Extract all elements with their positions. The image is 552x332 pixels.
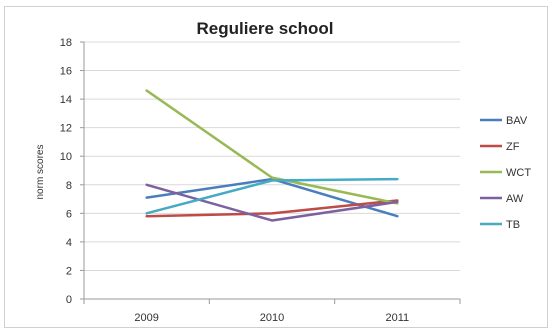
series-line-zf bbox=[145, 199, 399, 218]
legend-label-wct: WCT bbox=[506, 167, 531, 179]
legend-label-tb: TB bbox=[506, 219, 520, 231]
series-line-wct bbox=[145, 89, 399, 205]
series-line-tb bbox=[145, 177, 399, 215]
y-tick-label: 4 bbox=[66, 237, 72, 249]
y-tick-label: 6 bbox=[66, 208, 72, 220]
y-tick-label: 16 bbox=[60, 66, 72, 78]
series-lines bbox=[145, 89, 399, 222]
series-line-aw bbox=[145, 183, 399, 222]
tick-labels: 0 2 4 6 8 10 12 14 16 18 2009 2010 2011 bbox=[60, 37, 409, 324]
y-tick-label: 2 bbox=[66, 265, 72, 277]
legend: BAV ZF WCT AW TB bbox=[480, 115, 531, 231]
y-axis-label: norm scores bbox=[35, 144, 46, 199]
x-tick-label: 2009 bbox=[134, 312, 158, 324]
chart-frame bbox=[4, 6, 548, 328]
axes bbox=[80, 41, 461, 304]
y-tick-label: 8 bbox=[66, 180, 72, 192]
x-tick-label: 2011 bbox=[386, 312, 410, 324]
x-tick-label: 2010 bbox=[260, 312, 284, 324]
y-tick-label: 10 bbox=[60, 151, 72, 163]
y-tick-label: 12 bbox=[60, 123, 72, 135]
y-tick-label: 0 bbox=[66, 294, 72, 306]
legend-label-zf: ZF bbox=[506, 141, 520, 153]
legend-label-bav: BAV bbox=[506, 115, 528, 127]
gridlines bbox=[84, 41, 460, 271]
y-tick-label: 18 bbox=[60, 37, 72, 49]
y-tick-label: 14 bbox=[60, 94, 72, 106]
legend-label-aw: AW bbox=[506, 193, 524, 205]
chart-title: Reguliere school bbox=[197, 19, 334, 38]
